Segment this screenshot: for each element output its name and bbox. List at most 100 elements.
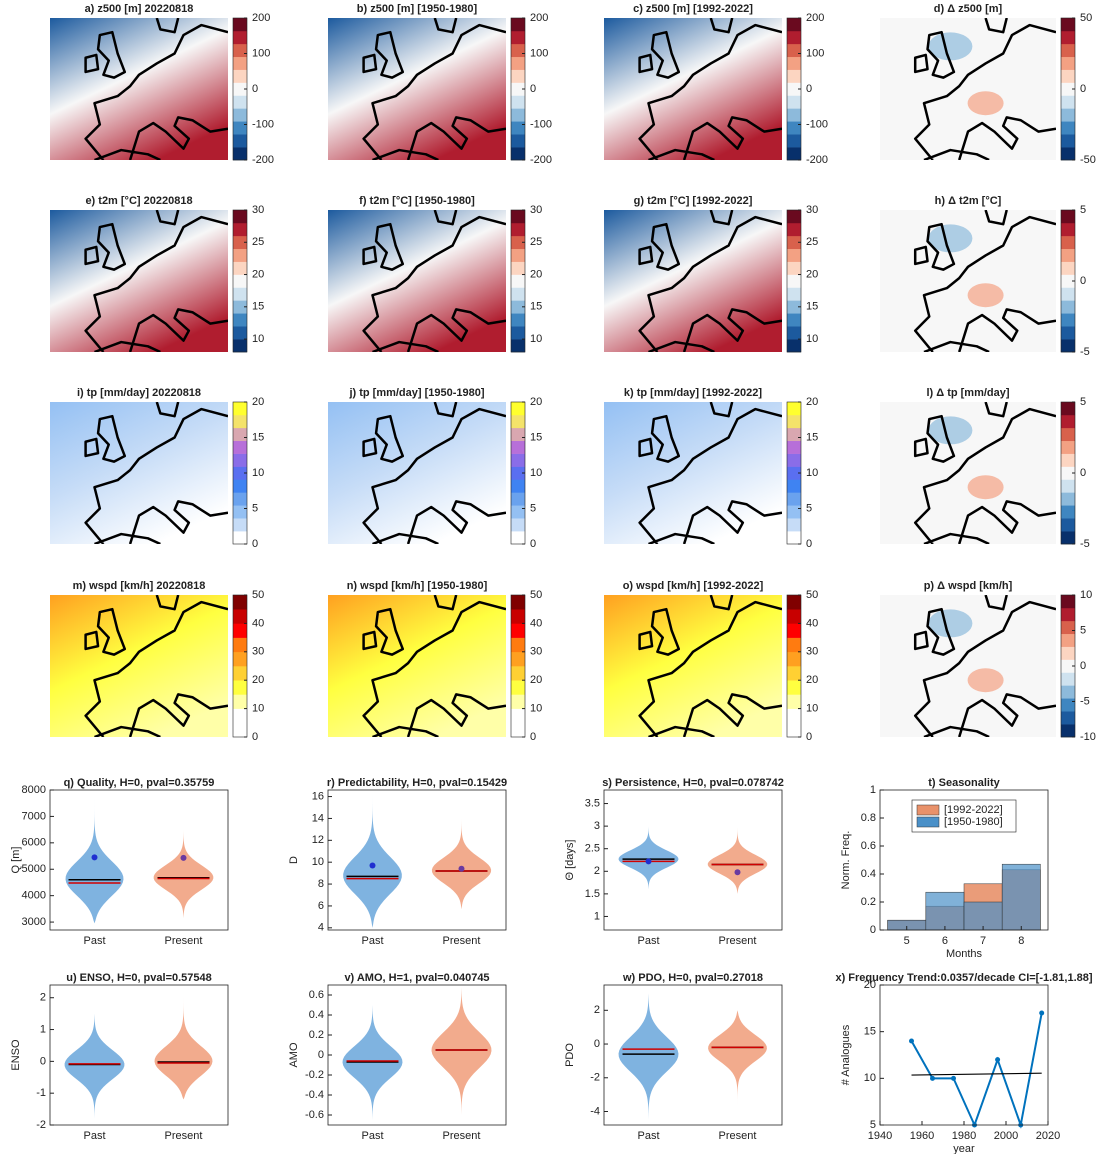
panel-title: u) ENSO, H=0, pval=0.57548: [66, 972, 212, 984]
colorbar-band: [233, 147, 247, 160]
colorbar-band: [233, 415, 247, 428]
colorbar-band: [1061, 326, 1075, 339]
panel-title: q) Quality, H=0, pval=0.35759: [64, 777, 215, 789]
map: [880, 18, 1056, 160]
colorbar-band: [1061, 685, 1075, 698]
point: [995, 1057, 1000, 1062]
y-tick-label: 3.5: [585, 797, 600, 809]
colorbar-band: [1061, 621, 1075, 634]
colorbar-band: [787, 609, 801, 624]
map-anomaly: [968, 475, 1004, 499]
colorbar-band: [787, 415, 801, 428]
map: [604, 210, 782, 352]
y-tick-label: 3000: [22, 916, 46, 928]
y-tick-label: 15: [864, 1026, 876, 1038]
colorbar-band: [233, 402, 247, 415]
colorbar-band: [233, 428, 247, 441]
series-line: [912, 1013, 1042, 1125]
map-field: [50, 210, 228, 352]
colorbar-tick-label: 5: [1080, 624, 1086, 636]
violin: [154, 830, 214, 918]
colorbar-band: [1061, 415, 1075, 428]
colorbar-band: [1061, 441, 1075, 454]
colorbar-band: [511, 326, 525, 339]
colorbar-tick-label: 0: [806, 538, 812, 550]
x-tick-label: Past: [637, 1130, 659, 1142]
colorbar-band: [787, 57, 801, 70]
y-tick-label: 2: [594, 1004, 600, 1016]
x-axis-label: year: [953, 1143, 975, 1154]
colorbar-band: [511, 709, 525, 724]
colorbar-tick-label: 10: [806, 703, 818, 715]
y-tick-label: 0.4: [861, 868, 876, 880]
colorbar-band: [233, 505, 247, 518]
colorbar-band: [511, 428, 525, 441]
colorbar-band: [233, 666, 247, 681]
colorbar-tick-label: 0: [1080, 660, 1086, 672]
map: [880, 210, 1056, 352]
colorbar-tick-label: 10: [252, 333, 264, 345]
colorbar-band: [1061, 647, 1075, 660]
colorbar-band: [233, 454, 247, 467]
colorbar-band: [233, 492, 247, 505]
panel-title: r) Predictability, H=0, pval=0.15429: [327, 777, 507, 789]
y-tick-label: 0.2: [309, 1029, 324, 1041]
colorbar-band: [1061, 698, 1075, 711]
y-tick-label: 0.8: [861, 812, 876, 824]
colorbar-tick-label: 5: [530, 502, 536, 514]
panel-title: o) wspd [km/h] [1992-2022]: [623, 580, 764, 592]
y-tick-label: 2: [594, 865, 600, 877]
map: [50, 595, 228, 737]
colorbar-band: [1061, 18, 1075, 31]
colorbar-band: [233, 531, 247, 544]
x-tick-label: 2020: [1036, 1130, 1060, 1142]
panel-title: a) z500 [m] 20220818: [85, 3, 194, 15]
panel-title: i) tp [mm/day] 20220818: [77, 387, 201, 399]
colorbar-tick-label: 0: [806, 83, 812, 95]
colorbar-band: [787, 210, 801, 223]
colorbar-tick-label: -5: [1080, 346, 1090, 358]
colorbar-band: [511, 70, 525, 83]
colorbar-tick-label: 0: [806, 731, 812, 743]
map: [604, 595, 782, 737]
colorbar-band: [233, 108, 247, 121]
y-axis-label: Q [m]: [10, 847, 22, 874]
colorbar-band: [511, 609, 525, 624]
colorbar-band: [787, 518, 801, 531]
x-tick-label: Present: [719, 1130, 757, 1142]
colorbar-band: [233, 249, 247, 262]
map-field: [604, 595, 782, 737]
colorbar-band: [787, 479, 801, 492]
colorbar-band: [1061, 210, 1075, 223]
y-axis-label: Norm. Freq.: [840, 831, 852, 890]
panel-title: w) PDO, H=0, pval=0.27018: [622, 972, 763, 984]
x-tick-label: 8: [1018, 935, 1024, 947]
colorbar-tick-label: -5: [1080, 695, 1090, 707]
violin: [708, 826, 767, 894]
x-tick-label: Past: [361, 935, 383, 947]
colorbar-band: [1061, 313, 1075, 326]
y-tick-label: 16: [312, 790, 324, 802]
y-axis-label: D: [288, 856, 300, 864]
colorbar-band: [233, 518, 247, 531]
colorbar-band: [233, 313, 247, 326]
colorbar-band: [787, 680, 801, 695]
map-anomaly: [968, 668, 1004, 692]
y-tick-label: -1: [36, 1087, 46, 1099]
y-tick-label: 1: [40, 1023, 46, 1035]
y-tick-label: 8000: [22, 784, 46, 796]
violin: [343, 793, 402, 928]
colorbar-band: [787, 428, 801, 441]
colorbar-band: [511, 339, 525, 352]
colorbar-band: [1061, 724, 1075, 737]
colorbar-band: [233, 326, 247, 339]
y-tick-label: -0.4: [305, 1089, 324, 1101]
colorbar-band: [511, 147, 525, 160]
panel-title: d) Δ z500 [m]: [934, 3, 1003, 15]
colorbar-tick-label: 50: [252, 589, 264, 601]
colorbar-band: [233, 121, 247, 134]
event-dot: [181, 855, 187, 861]
point: [909, 1039, 914, 1044]
colorbar-band: [787, 147, 801, 160]
colorbar-tick-label: 20: [252, 396, 264, 408]
